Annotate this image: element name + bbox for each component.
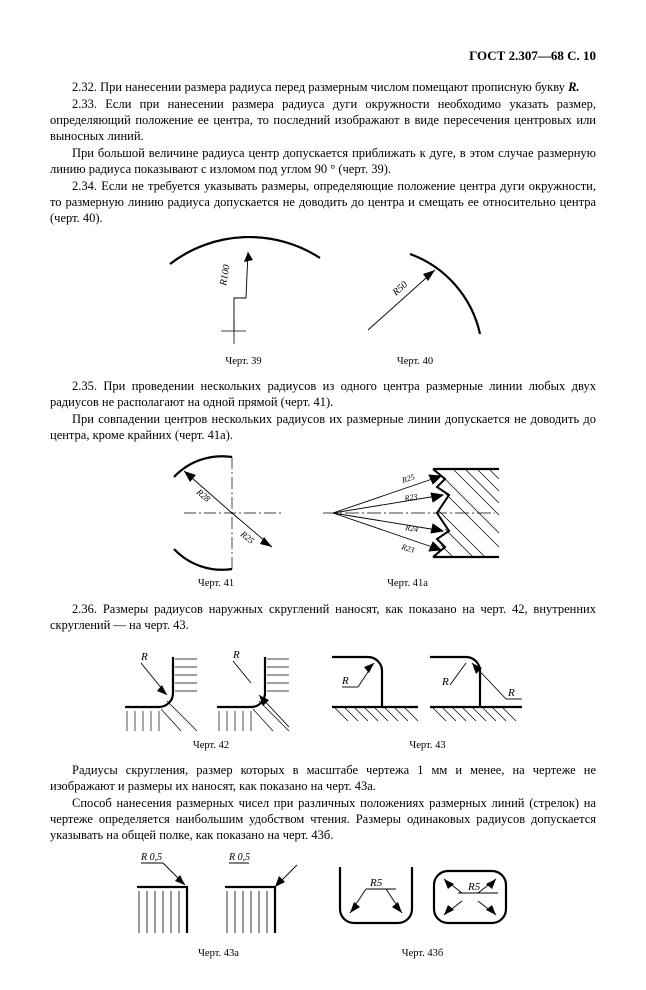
caption-39: Черт. 39 bbox=[225, 355, 261, 368]
letter-R: R. bbox=[568, 80, 579, 94]
figure-row-43a-43b: R 0,5 R 0,5 Черт. 43а bbox=[50, 853, 596, 960]
label-r50: R50 bbox=[389, 279, 409, 299]
label-R-4: R bbox=[507, 687, 515, 699]
para-2-32: 2.32. При нанесении размера радиуса пере… bbox=[50, 79, 596, 95]
figure-41a: R25 R23 R24 R23 Черт. 41а bbox=[313, 453, 503, 590]
caption-43: Черт. 43 bbox=[409, 739, 445, 752]
label-R-2: R bbox=[232, 649, 240, 661]
figure-43a: R 0,5 R 0,5 Черт. 43а bbox=[131, 853, 306, 960]
figure-41: R28 R25 Черт. 41 bbox=[144, 453, 289, 590]
label-r23: R23 bbox=[402, 492, 417, 503]
label-r05-1: R 0,5 bbox=[140, 853, 162, 863]
label-r5-2: R5 bbox=[467, 881, 481, 893]
caption-41a: Черт. 41а bbox=[387, 577, 428, 590]
figure-42: R R Че bbox=[119, 643, 304, 752]
para-last-2: Способ нанесения размерных чисел при раз… bbox=[50, 795, 596, 843]
para-2-36: 2.36. Размеры радиусов наружных скруглен… bbox=[50, 601, 596, 633]
label-r100: R100 bbox=[217, 263, 232, 287]
caption-40: Черт. 40 bbox=[397, 355, 433, 368]
label-R-1: R bbox=[140, 651, 148, 663]
figure-row-39-40: R100 Черт. 39 R50 Черт. 40 bbox=[50, 236, 596, 368]
label-r25: R25 bbox=[237, 528, 256, 546]
para-2-32-text: 2.32. При нанесении размера радиуса пере… bbox=[72, 80, 568, 94]
label-r05-2: R 0,5 bbox=[228, 853, 250, 863]
figure-43b: R5 R5 Черт. 43б bbox=[330, 853, 515, 960]
para-last-1: Радиусы скругления, размер которых в мас… bbox=[50, 762, 596, 794]
label-R-5: R bbox=[441, 676, 449, 688]
label-R-3: R bbox=[341, 675, 349, 687]
figure-row-42-43: R R Че bbox=[50, 643, 596, 752]
figure-43: R R R bbox=[328, 643, 528, 752]
label-r28: R28 bbox=[193, 486, 212, 504]
caption-43b: Черт. 43б bbox=[402, 947, 444, 960]
figure-39: R100 Черт. 39 bbox=[164, 236, 324, 368]
label-r23b: R23 bbox=[399, 542, 415, 555]
para-2-35b: При совпадении центров нескольких радиус… bbox=[50, 411, 596, 443]
figure-40: R50 Черт. 40 bbox=[348, 246, 483, 368]
para-2-35: 2.35. При проведении нескольких радиусов… bbox=[50, 378, 596, 410]
caption-43a: Черт. 43а bbox=[198, 947, 239, 960]
para-2-34: 2.34. Если не требуется указывать размер… bbox=[50, 178, 596, 226]
caption-42: Черт. 42 bbox=[193, 739, 229, 752]
label-r5-1: R5 bbox=[369, 877, 383, 889]
caption-41: Черт. 41 bbox=[198, 577, 234, 590]
label-r24: R24 bbox=[403, 523, 418, 534]
para-2-33: 2.33. Если при нанесении размера радиуса… bbox=[50, 96, 596, 144]
para-2-33b: При большой величине радиуса центр допус… bbox=[50, 145, 596, 177]
figure-row-41-41a: R28 R25 Черт. 41 bbox=[50, 453, 596, 590]
page-header: ГОСТ 2.307—68 С. 10 bbox=[50, 48, 596, 65]
label-r25b: R25 bbox=[399, 472, 415, 485]
